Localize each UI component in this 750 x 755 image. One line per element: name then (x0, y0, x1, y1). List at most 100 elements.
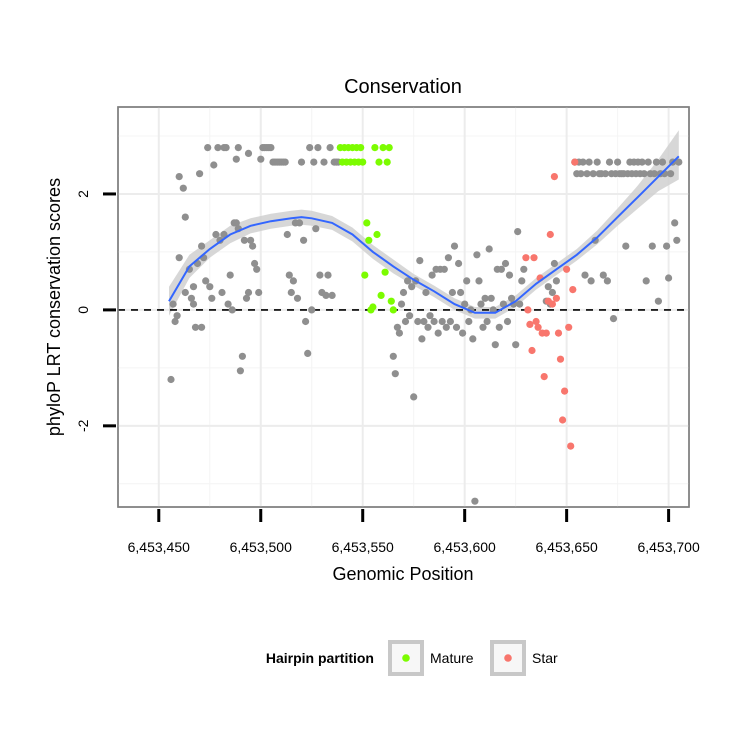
point-other (583, 170, 591, 178)
point-star (569, 286, 577, 294)
point-star (546, 230, 554, 239)
point-other (324, 271, 332, 279)
point-other (249, 242, 257, 250)
point-star (526, 320, 534, 328)
point-mature (387, 297, 395, 305)
point-other (489, 306, 497, 314)
point-other (477, 300, 485, 308)
point-other (516, 300, 524, 308)
point-mature (383, 158, 391, 166)
point-star (540, 373, 548, 381)
point-other (579, 158, 587, 166)
point-other (424, 323, 432, 331)
point-other (450, 242, 459, 250)
point-other (251, 259, 259, 268)
point-other (473, 251, 481, 259)
point-other (267, 144, 275, 152)
point-other (226, 271, 234, 279)
point-other (475, 277, 483, 285)
point-other (667, 170, 675, 178)
point-other (550, 259, 559, 268)
legend-dot-star (504, 654, 512, 662)
legend-key-mature (388, 640, 424, 676)
point-other (175, 254, 183, 262)
y-axis-label: phyloP LRT conservation scores (44, 178, 64, 436)
point-other (314, 144, 322, 152)
point-other (198, 242, 206, 250)
point-other (581, 271, 589, 279)
point-mature (381, 268, 389, 276)
point-other (310, 158, 318, 166)
legend-label-star: Star (532, 650, 558, 666)
point-other (410, 393, 418, 401)
point-other (189, 300, 198, 308)
point-other (293, 294, 302, 302)
smooth-fit-line (168, 155, 680, 314)
legend-dot-mature (402, 654, 410, 662)
x-tick-label: 6,453,650 (535, 539, 597, 555)
point-other (253, 265, 261, 273)
point-other (295, 219, 304, 227)
point-other (442, 323, 450, 331)
point-other (544, 283, 552, 291)
point-other (505, 271, 514, 279)
point-other (202, 277, 210, 285)
point-other (224, 300, 232, 308)
point-other (395, 329, 403, 337)
point-star (559, 416, 567, 424)
plot-frame (117, 106, 690, 508)
point-other (508, 294, 516, 302)
point-other (471, 497, 479, 505)
legend-title: Hairpin partition (266, 650, 374, 666)
point-other (455, 259, 463, 268)
point-other (397, 300, 406, 308)
point-mature (385, 144, 393, 152)
point-other (501, 259, 510, 268)
point-star (563, 265, 571, 273)
point-other (257, 155, 265, 163)
point-mature (373, 230, 381, 239)
point-other (438, 317, 446, 326)
point-other (214, 144, 222, 152)
point-other (244, 288, 253, 297)
point-star (542, 329, 550, 337)
point-other (181, 288, 189, 297)
point-other (652, 158, 661, 166)
point-other (218, 288, 226, 297)
point-other (408, 283, 416, 291)
x-tick-label: 6,453,700 (637, 539, 699, 555)
point-other (448, 288, 456, 297)
point-other (242, 294, 251, 302)
point-other (648, 242, 656, 250)
x-axis-label: Genomic Position (332, 564, 473, 584)
point-star (554, 329, 563, 337)
point-other (238, 352, 246, 360)
point-other (308, 306, 316, 314)
point-other (430, 317, 438, 326)
point-star (548, 300, 557, 308)
point-mature (377, 291, 385, 299)
point-other (206, 283, 214, 291)
x-tick-label: 6,453,500 (230, 539, 292, 555)
point-mature (359, 158, 367, 166)
point-other (189, 283, 198, 291)
point-other (406, 312, 414, 320)
point-other (593, 158, 601, 166)
point-star (530, 254, 538, 262)
point-other (587, 277, 595, 285)
point-other (287, 288, 295, 297)
y-tick-label: 2 (75, 190, 91, 198)
point-other (244, 149, 253, 157)
point-other (485, 245, 493, 253)
point-other (622, 242, 630, 250)
point-star (571, 158, 579, 166)
point-other (428, 271, 436, 279)
point-mature (389, 306, 397, 314)
point-other (316, 271, 324, 279)
point-other (401, 317, 410, 326)
point-other (426, 312, 434, 320)
point-other (609, 315, 618, 323)
point-other (589, 170, 597, 178)
gridlines (118, 107, 689, 507)
point-other (440, 265, 448, 273)
